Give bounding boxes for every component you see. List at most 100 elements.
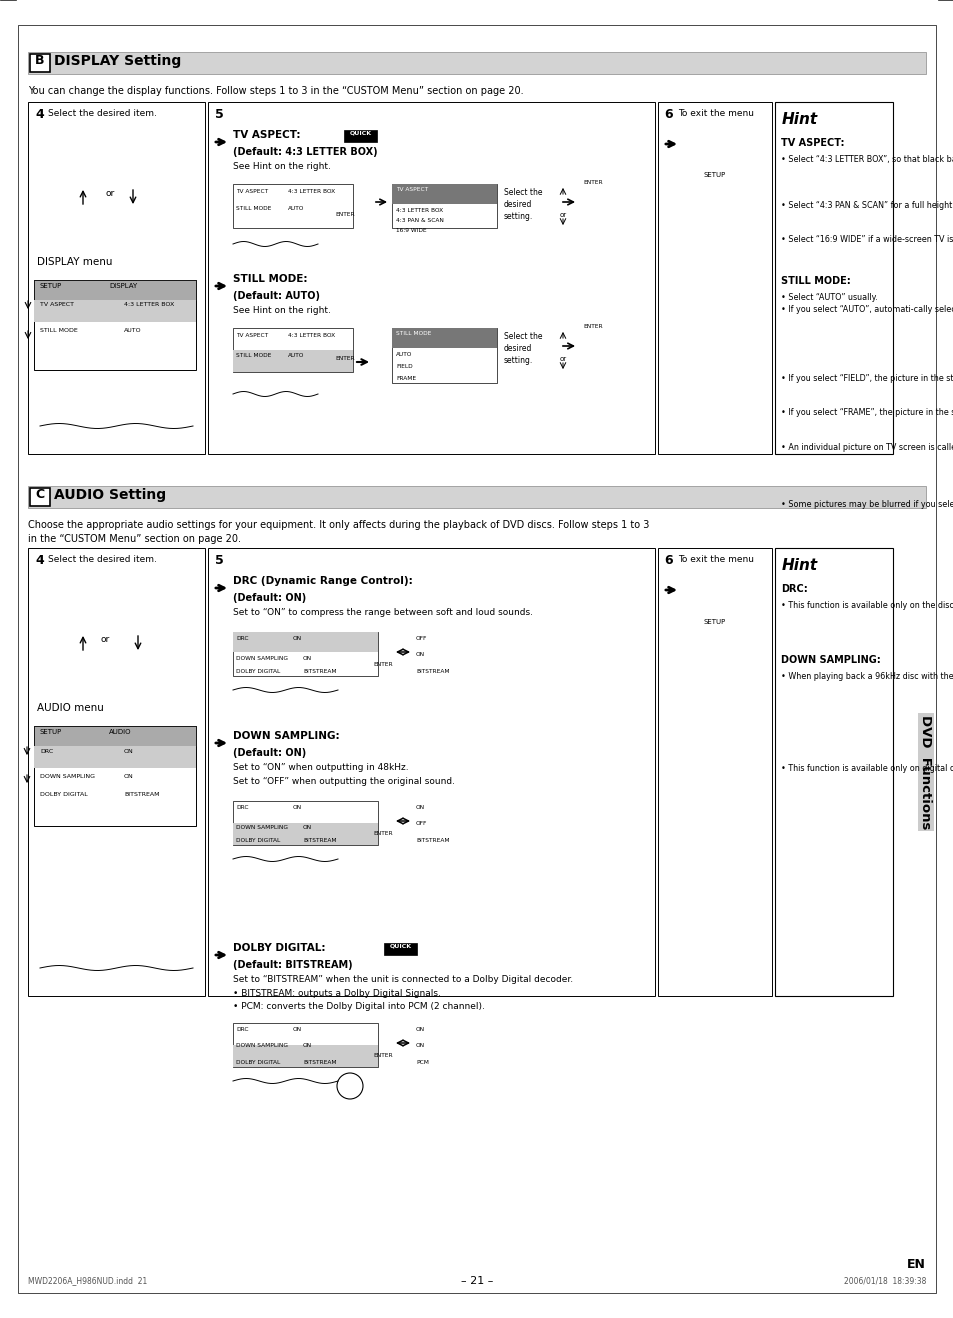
Text: AUDIO menu: AUDIO menu [37,702,104,713]
Text: • When playing back a 96kHz disc with the copyright protection, or when Virtual : • When playing back a 96kHz disc with th… [781,672,953,681]
Text: 6: 6 [663,554,672,567]
Text: DOLBY DIGITAL: DOLBY DIGITAL [40,792,88,797]
Text: ON: ON [416,1043,425,1048]
Bar [208,101,655,453]
Text: PCM: PCM [416,1060,429,1065]
Text: ON: ON [303,1043,312,1048]
Text: STILL MODE: STILL MODE [395,331,431,336]
Text: Set to “OFF” when outputting the original sound.: Set to “OFF” when outputting the origina… [233,778,455,786]
Text: (Default: ON): (Default: ON) [233,593,306,604]
Text: desired: desired [503,200,532,210]
Text: STILL MODE: STILL MODE [40,328,77,333]
Text: ON: ON [293,1027,302,1032]
Text: STILL MODE:: STILL MODE: [233,274,307,283]
Bar [658,548,771,996]
Text: 4:3 PAN & SCAN: 4:3 PAN & SCAN [395,217,443,223]
Text: DISPLAY Setting: DISPLAY Setting [54,54,181,69]
Text: DISPLAY: DISPLAY [109,283,137,289]
Bar [30,488,50,506]
Text: 4: 4 [35,554,44,567]
Text: EN: EN [906,1257,925,1271]
Bar [233,1023,377,1068]
Text: Select the desired item.: Select the desired item. [48,555,156,564]
Text: C: C [35,489,44,502]
Text: TV ASPECT:: TV ASPECT: [781,138,843,148]
Text: in the “CUSTOM Menu” section on page 20.: in the “CUSTOM Menu” section on page 20. [28,534,241,544]
Text: (Default: AUTO): (Default: AUTO) [233,291,319,301]
Bar [658,101,771,453]
Text: ENTER: ENTER [582,324,602,330]
Bar [392,185,497,204]
Text: 6: 6 [663,108,672,121]
Bar [233,1045,377,1068]
Text: TV ASPECT: TV ASPECT [40,302,74,307]
Text: – 21 –: – 21 – [460,1276,493,1286]
Bar [34,726,195,746]
Text: DRC: DRC [40,749,53,754]
Bar [233,351,353,372]
Text: See Hint on the right.: See Hint on the right. [233,306,331,315]
Text: DOWN SAMPLING:: DOWN SAMPLING: [781,655,880,666]
Text: TV ASPECT: TV ASPECT [235,188,268,194]
Bar [34,279,195,370]
Bar [28,51,925,74]
Text: DVD  Functions: DVD Functions [919,714,931,829]
Text: ON: ON [124,749,133,754]
Text: To exit the menu: To exit the menu [678,555,753,564]
Text: ENTER: ENTER [373,832,393,836]
Bar [344,130,376,141]
Text: MWD2206A_H986NUD.indd  21: MWD2206A_H986NUD.indd 21 [28,1276,147,1285]
Text: • BITSTREAM: outputs a Dolby Digital Signals.: • BITSTREAM: outputs a Dolby Digital Sig… [233,988,440,998]
Text: FRAME: FRAME [395,376,416,381]
Text: AUTO: AUTO [288,353,304,358]
Text: ON: ON [416,1027,425,1032]
Text: To exit the menu: To exit the menu [678,109,753,119]
Text: Choose the appropriate audio settings for your equipment. It only affects during: Choose the appropriate audio settings fo… [28,521,649,530]
Text: • If you select “FIELD”, the picture in the still mode will be stabi-lized.: • If you select “FIELD”, the picture in … [781,373,953,382]
Text: SETUP: SETUP [40,729,62,735]
Bar [34,726,195,826]
Text: Set to “ON” to compress the range between soft and loud sounds.: Set to “ON” to compress the range betwee… [233,608,533,617]
Text: Hint: Hint [781,112,818,127]
Text: QUICK: QUICK [349,130,371,136]
Text: ON: ON [293,805,302,811]
Bar [28,101,205,453]
Text: 5: 5 [214,554,224,567]
Text: OFF: OFF [416,637,427,641]
Text: SETUP: SETUP [703,619,725,626]
Text: ENTER: ENTER [335,212,355,217]
Text: or: or [558,212,566,217]
Text: FIELD: FIELD [395,364,413,369]
Text: TV ASPECT: TV ASPECT [235,333,268,337]
Bar [34,279,195,301]
Text: 4:3 LETTER BOX: 4:3 LETTER BOX [288,333,335,337]
Text: • Select “4:3 LETTER BOX”, so that black bars may appear on the top and bottom o: • Select “4:3 LETTER BOX”, so that black… [781,156,953,163]
Text: Select the: Select the [503,332,542,341]
Text: BITSTREAM: BITSTREAM [303,670,336,673]
Bar [233,633,377,652]
Text: DRC: DRC [235,805,248,811]
Text: DOLBY DIGITAL:: DOLBY DIGITAL: [233,942,333,953]
Text: (Default: 4:3 LETTER BOX): (Default: 4:3 LETTER BOX) [233,148,377,157]
Bar [384,942,416,954]
Text: 4:3 LETTER BOX: 4:3 LETTER BOX [288,188,335,194]
Text: AUTO: AUTO [395,352,412,357]
Text: DRC (Dynamic Range Control):: DRC (Dynamic Range Control): [233,576,413,587]
Text: Set to “ON” when outputting in 48kHz.: Set to “ON” when outputting in 48kHz. [233,763,408,772]
Text: AUTO: AUTO [124,328,141,333]
Text: ON: ON [124,774,133,779]
Text: setting.: setting. [503,212,533,221]
Text: • PCM: converts the Dolby Digital into PCM (2 channel).: • PCM: converts the Dolby Digital into P… [233,1002,484,1011]
Bar [233,633,377,676]
Text: • Select “16:9 WIDE” if a wide-screen TV is connected to this unit.: • Select “16:9 WIDE” if a wide-screen TV… [781,236,953,245]
Text: 16:9 WIDE: 16:9 WIDE [395,228,426,233]
Text: DOLBY DIGITAL: DOLBY DIGITAL [235,1060,280,1065]
Text: or: or [105,188,114,198]
Text: DRC:: DRC: [781,584,807,594]
Text: DOWN SAMPLING:: DOWN SAMPLING: [233,731,339,741]
Text: SETUP: SETUP [40,283,62,289]
Bar [28,486,925,507]
Text: DISPLAY menu: DISPLAY menu [37,257,112,268]
Text: OFF: OFF [416,821,427,826]
Bar [774,101,892,453]
